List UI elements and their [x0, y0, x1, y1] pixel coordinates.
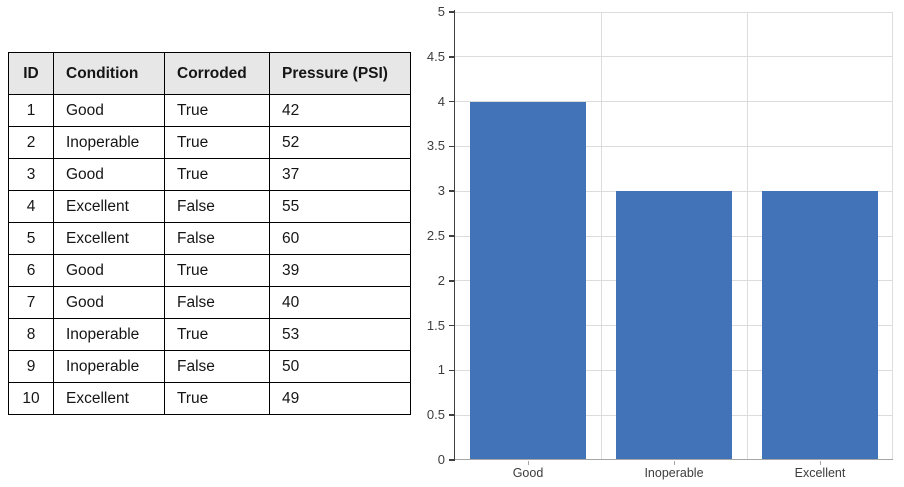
y-axis-tick [449, 190, 454, 192]
table-cell: False [164, 286, 270, 319]
table-cell: Good [53, 254, 165, 287]
y-axis-tick [449, 145, 454, 148]
y-axis-tick-label: 4 [437, 93, 445, 109]
chart-plot-area: 0 0.5 1 1.5 2 2.5 3 3.5 4 4.5 5 Good Inoperable Excel… [427, 4, 893, 480]
table-row: 10 Excellent True 49 [8, 382, 411, 415]
y-axis-line [453, 10, 455, 461]
y-axis-tick [449, 56, 454, 58]
vertical-gridline [601, 12, 602, 460]
x-axis-line [455, 459, 893, 460]
table-cell: Good [53, 158, 165, 191]
table-cell: 39 [269, 254, 411, 287]
x-axis-tick [674, 461, 675, 465]
table-cell: True [164, 318, 270, 351]
y-axis-tick [449, 235, 454, 237]
y-axis-tick-label: 5 [437, 4, 445, 19]
table-row: 8 Inoperable True 53 [8, 318, 411, 351]
table-cell: Good [53, 94, 165, 127]
y-axis-tick [449, 459, 454, 461]
y-axis-tick-label: 1.5 [426, 317, 445, 333]
horizontal-gridline [455, 145, 893, 147]
table-header-cell: Condition [53, 52, 165, 95]
table-cell: Inoperable [53, 126, 165, 159]
table-header-cell: ID [8, 52, 54, 95]
bar-inoperable [615, 191, 733, 460]
table-cell: True [164, 126, 270, 159]
y-axis-tick [449, 11, 454, 13]
y-axis-tick-label: 0.5 [426, 407, 445, 423]
table-cell: 3 [8, 158, 54, 191]
horizontal-gridline [455, 11, 893, 13]
x-axis-category-label: Inoperable [644, 466, 704, 480]
table-cell: False [164, 222, 270, 255]
y-axis-tick [449, 280, 454, 282]
table-cell: Excellent [53, 382, 165, 415]
table-row: 4 Excellent False 55 [8, 190, 411, 223]
table-cell: 10 [8, 382, 54, 415]
table-cell: Inoperable [53, 318, 165, 351]
y-axis-tick [449, 100, 454, 103]
horizontal-gridline [455, 56, 893, 58]
y-axis-tick [449, 369, 454, 372]
table-cell: True [164, 382, 270, 415]
table-row: 3 Good True 37 [8, 158, 411, 191]
table-cell: 7 [8, 286, 54, 319]
y-axis-tick-label: 0 [437, 452, 445, 467]
table-cell: 6 [8, 254, 54, 287]
bar-good [469, 101, 587, 460]
table-cell: 1 [8, 94, 54, 127]
pipe-data-table: ID Condition Corroded Pressure (PSI) 1 Good T… [8, 52, 411, 415]
table-cell: 49 [269, 382, 411, 415]
table-cell: Good [53, 286, 165, 319]
table-row: 7 Good False 40 [8, 286, 411, 319]
table-cell: 50 [269, 350, 411, 383]
table-cell: Inoperable [53, 350, 165, 383]
y-axis-tick-label: 3.5 [426, 138, 445, 154]
table-row: 9 Inoperable False 50 [8, 350, 411, 383]
table-cell: False [164, 190, 270, 223]
y-axis-tick-label: 4.5 [426, 48, 445, 64]
y-axis-tick-label: 1 [437, 362, 445, 378]
table-cell: Excellent [53, 222, 165, 255]
table-cell: 52 [269, 126, 411, 159]
table-cell: 2 [8, 126, 54, 159]
x-axis-tick [528, 461, 529, 465]
table-row: 1 Good True 42 [8, 94, 411, 127]
table-cell: 60 [269, 222, 411, 255]
table-cell: True [164, 254, 270, 287]
vertical-gridline [747, 12, 748, 460]
table-cell: 4 [8, 190, 54, 223]
table-cell: False [164, 350, 270, 383]
table-cell: True [164, 158, 270, 191]
table-cell: 8 [8, 318, 54, 351]
x-axis-category-label: Excellent [794, 466, 846, 480]
table-cell: 42 [269, 94, 411, 127]
y-axis-tick [449, 414, 454, 416]
table-cell: 55 [269, 190, 411, 223]
table-cell: 5 [8, 222, 54, 255]
table-row: 5 Excellent False 60 [8, 222, 411, 255]
vertical-gridline [892, 12, 893, 460]
x-axis-category-label: Good [512, 466, 544, 480]
table-cell: 53 [269, 318, 411, 351]
y-axis-tick-label: 2 [437, 272, 445, 288]
table-header-cell: Corroded [164, 52, 270, 95]
table-cell: Excellent [53, 190, 165, 223]
table-cell: 37 [269, 158, 411, 191]
table-header-row: ID Condition Corroded Pressure (PSI) [8, 52, 411, 95]
bar-excellent [761, 191, 879, 460]
table-cell: True [164, 94, 270, 127]
table-row: 2 Inoperable True 52 [8, 126, 411, 159]
table-cell: 40 [269, 286, 411, 319]
table-row: 6 Good True 39 [8, 254, 411, 287]
table-header-cell: Pressure (PSI) [269, 52, 411, 95]
table-cell: 9 [8, 350, 54, 383]
y-axis-tick [449, 324, 454, 327]
y-axis-tick-label: 3 [437, 183, 445, 199]
y-axis-tick-label: 2.5 [426, 228, 445, 243]
table-body: 1 Good True 42 2 Inoperable True 52 3 Good True 37 4… [8, 94, 411, 415]
horizontal-gridline [455, 101, 893, 103]
x-axis-tick [820, 461, 821, 465]
